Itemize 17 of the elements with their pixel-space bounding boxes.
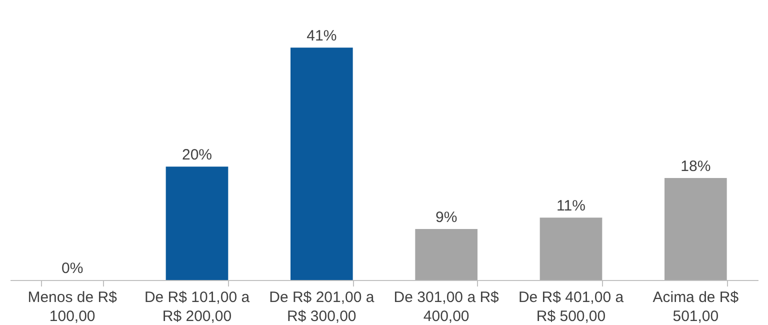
data-label: 18% <box>680 158 711 175</box>
x-tick-label: De R$ 101,00 a R$ 200,00 <box>144 289 250 325</box>
x-tick-label: Menos de R$ 100,00 <box>28 289 118 325</box>
bar <box>664 178 727 280</box>
x-tick-label: De 301,00 a R$ 400,00 <box>394 289 500 325</box>
data-label: 20% <box>182 146 212 164</box>
bar <box>166 166 228 280</box>
x-tick-label: De R$ 401,00 a R$ 500,00 <box>518 289 624 325</box>
bar <box>415 229 478 280</box>
data-label: 9% <box>435 209 458 226</box>
bar <box>290 48 353 280</box>
bar <box>540 218 602 280</box>
data-label: 0% <box>61 260 84 277</box>
data-label: 41% <box>306 28 337 45</box>
data-label: 11% <box>556 198 586 215</box>
x-tick-label: Acima de R$ 501,00 <box>652 289 740 325</box>
x-tick-label: De R$ 201,00 a R$ 300,00 <box>269 289 375 325</box>
